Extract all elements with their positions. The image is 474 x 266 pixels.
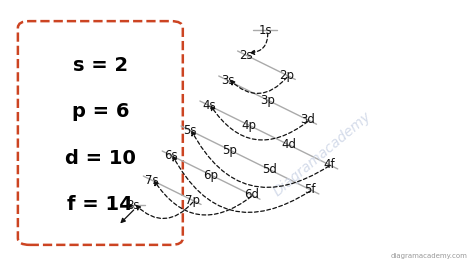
Text: s = 2: s = 2 xyxy=(73,56,128,75)
Text: diagramacademy.com: diagramacademy.com xyxy=(391,253,468,259)
Text: 6d: 6d xyxy=(244,188,259,201)
Text: d = 10: d = 10 xyxy=(65,149,136,168)
Text: 5d: 5d xyxy=(263,163,277,176)
FancyBboxPatch shape xyxy=(18,21,183,245)
Text: 2p: 2p xyxy=(279,69,294,82)
Text: 6p: 6p xyxy=(203,169,219,182)
Text: 3s: 3s xyxy=(221,74,234,87)
Text: f = 14: f = 14 xyxy=(67,195,133,214)
Text: 1s: 1s xyxy=(258,24,272,37)
Text: 4f: 4f xyxy=(323,158,335,171)
Text: 4p: 4p xyxy=(241,119,256,132)
Text: 3p: 3p xyxy=(260,94,275,107)
Text: 6s: 6s xyxy=(164,149,178,162)
Text: Diagramacademy: Diagramacademy xyxy=(270,109,374,199)
Text: 5s: 5s xyxy=(183,124,197,137)
Text: 5p: 5p xyxy=(222,144,237,157)
Text: 7s: 7s xyxy=(146,174,159,187)
Text: 4d: 4d xyxy=(282,138,296,151)
Text: p = 6: p = 6 xyxy=(72,102,129,122)
Text: 7p: 7p xyxy=(185,194,200,207)
Text: 3d: 3d xyxy=(300,113,315,126)
Text: 5f: 5f xyxy=(304,183,316,196)
Text: 2s: 2s xyxy=(240,49,253,62)
Text: 8s: 8s xyxy=(127,199,140,212)
Text: 4s: 4s xyxy=(202,99,216,112)
